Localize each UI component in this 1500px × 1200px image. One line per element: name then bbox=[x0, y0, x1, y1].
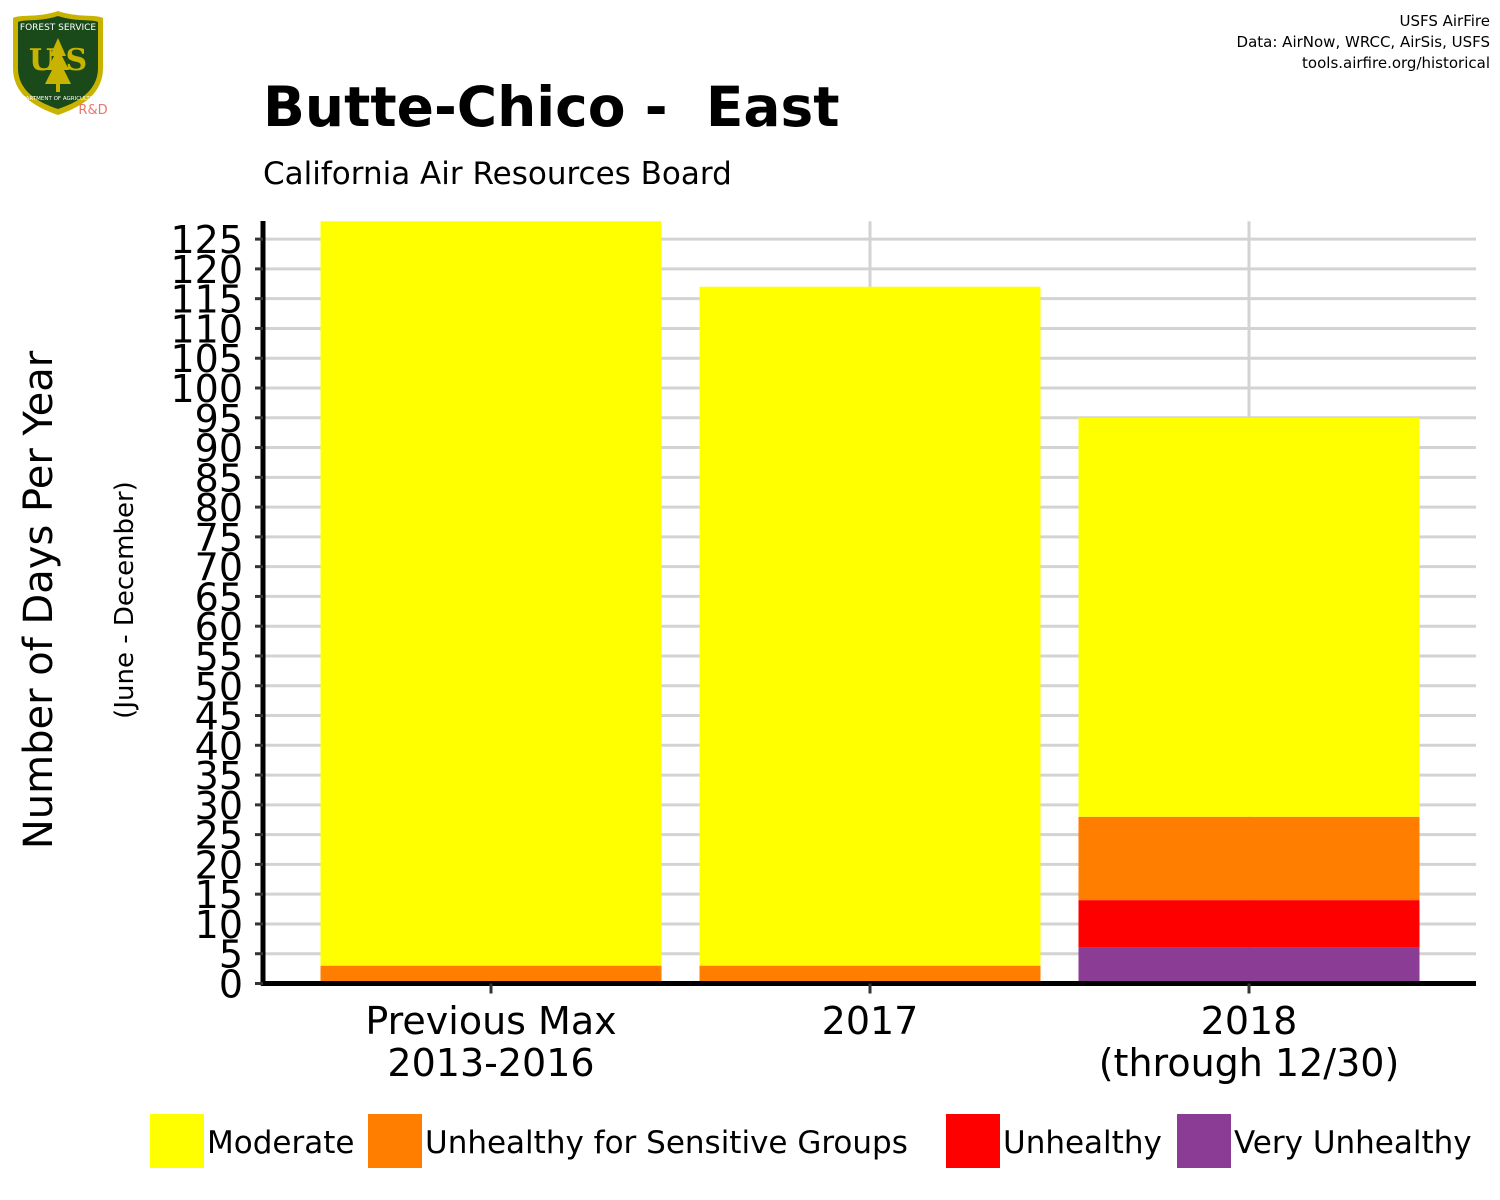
y-tick-label: 85 bbox=[195, 456, 243, 500]
bar-segment bbox=[1078, 900, 1420, 948]
legend-label: Moderate bbox=[207, 1125, 354, 1161]
y-tick-label: 25 bbox=[195, 814, 243, 858]
bar-segment bbox=[699, 965, 1041, 984]
y-tick-label: 30 bbox=[195, 784, 243, 828]
bar-segment bbox=[320, 965, 662, 984]
bar-segment bbox=[1078, 816, 1420, 901]
bar-segment bbox=[320, 221, 662, 966]
y-axis-sublabel: (June - December) bbox=[110, 481, 140, 719]
y-tick-label: 45 bbox=[195, 695, 243, 739]
credit-line-3: tools.airfire.org/historical bbox=[1302, 54, 1490, 72]
y-tick-label: 80 bbox=[195, 486, 243, 530]
y-tick-label: 105 bbox=[170, 337, 243, 381]
y-tick-label: 65 bbox=[195, 575, 243, 619]
logo-bottom-text: DEPARTMENT OF AGRICULTURE bbox=[15, 96, 102, 102]
y-tick-label: 55 bbox=[195, 635, 243, 679]
x-tick-label: 2017 bbox=[822, 999, 919, 1043]
bar-segment bbox=[699, 286, 1041, 966]
legend-swatch bbox=[1177, 1114, 1231, 1168]
legend: Moderate Unhealthy for Sensitive Groups Un… bbox=[150, 1114, 1472, 1168]
chart-title: Butte-Chico - East bbox=[263, 75, 840, 139]
y-tick-label: 110 bbox=[170, 307, 243, 351]
y-tick-label: 15 bbox=[195, 873, 243, 917]
y-axis-label: Number of Days Per Year bbox=[16, 350, 62, 849]
credit-line-1: USFS AirFire bbox=[1399, 12, 1490, 30]
y-tick-label: 35 bbox=[195, 754, 243, 798]
x-tick-label: Previous Max bbox=[365, 999, 616, 1043]
bars bbox=[320, 221, 1420, 984]
credit-line-2: Data: AirNow, WRCC, AirSis, USFS bbox=[1236, 33, 1490, 51]
legend-swatch bbox=[368, 1114, 422, 1168]
y-tick-label: 60 bbox=[195, 605, 243, 649]
axes bbox=[255, 221, 1476, 994]
y-tick-label: 5 bbox=[219, 933, 243, 977]
axis-labels: 0510152025303540455055606570758085909510… bbox=[16, 218, 1399, 1085]
x-tick-label: 2018 bbox=[1201, 999, 1298, 1043]
y-tick-label: 50 bbox=[195, 665, 243, 709]
y-tick-label: 115 bbox=[170, 278, 243, 322]
y-tick-label: 75 bbox=[195, 516, 243, 560]
legend-label: Very Unhealthy bbox=[1234, 1125, 1472, 1161]
y-tick-label: 120 bbox=[170, 248, 243, 292]
bar-segment bbox=[1078, 947, 1420, 984]
y-tick-label: 100 bbox=[170, 367, 243, 411]
y-tick-label: 10 bbox=[195, 903, 243, 947]
y-tick-label: 20 bbox=[195, 843, 243, 887]
x-tick-label: 2013-2016 bbox=[387, 1041, 594, 1085]
y-tick-label: 40 bbox=[195, 724, 243, 768]
usfs-shield-icon: FOREST SERVICE U S DEPARTMENT OF AGRICUL… bbox=[13, 11, 108, 118]
legend-swatch bbox=[150, 1114, 204, 1168]
y-tick-label: 125 bbox=[170, 218, 243, 262]
legend-swatch bbox=[946, 1114, 1000, 1168]
y-tick-label: 90 bbox=[195, 427, 243, 471]
bar-segment bbox=[1078, 417, 1420, 817]
chart-subtitle: California Air Resources Board bbox=[263, 156, 732, 192]
x-tick-label: (through 12/30) bbox=[1099, 1041, 1400, 1085]
y-tick-label: 0 bbox=[219, 963, 243, 1007]
legend-label: Unhealthy bbox=[1003, 1125, 1162, 1161]
logo-top-text: FOREST SERVICE bbox=[20, 23, 97, 33]
logo-rd-label: R&D bbox=[78, 103, 107, 118]
y-tick-label: 70 bbox=[195, 546, 243, 590]
legend-label: Unhealthy for Sensitive Groups bbox=[425, 1125, 908, 1161]
y-tick-label: 95 bbox=[195, 397, 243, 441]
